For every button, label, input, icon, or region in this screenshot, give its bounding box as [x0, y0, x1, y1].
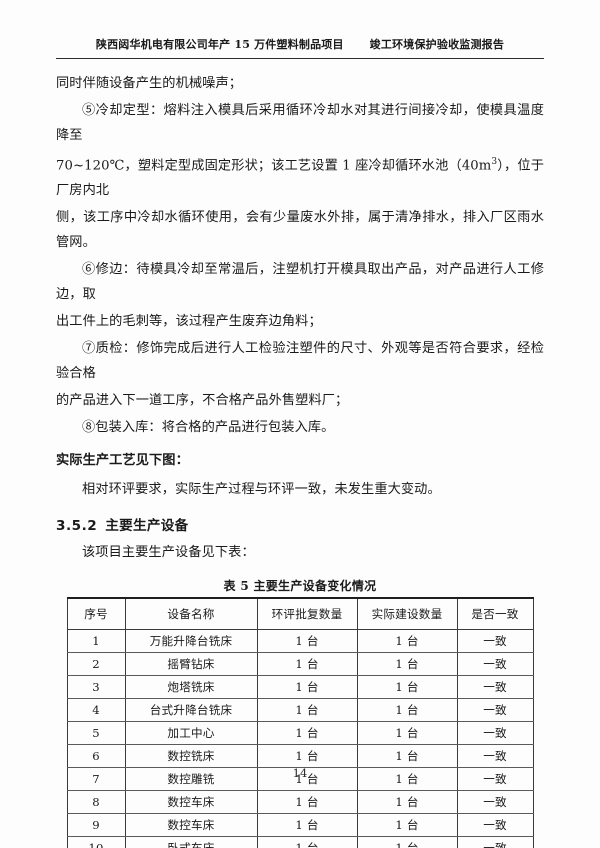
cell-consistent: 一致	[456, 721, 534, 746]
cell-built: 1 台	[356, 698, 458, 723]
cell-index: 1	[66, 629, 126, 654]
cell-name: 台式升降台铣床	[124, 698, 258, 723]
cell-consistent: 一致	[456, 744, 534, 769]
paragraph-qc-line1: ⑦质检：修饰完成后进行人工检验注塑件的尺寸、外观等是否符合要求，经检验合格	[56, 341, 544, 382]
cell-approved: 1 台	[256, 652, 358, 677]
cell-built: 1 台	[356, 767, 458, 792]
page-number: 14	[292, 766, 308, 780]
paragraph-cooling-line1: ⑤冷却定型：熔料注入模具后采用循环冷却水对其进行间接冷却，使模具温度降至	[56, 103, 544, 143]
paragraph-equipment-intro: 该项目主要生产设备见下表：	[82, 545, 255, 561]
section-title-3-5-2: 主要生产设备	[105, 518, 189, 535]
column-header-built: 实际建设数量	[356, 597, 458, 631]
cell-name: 数控雕铣	[124, 767, 258, 792]
cell-index: 6	[66, 744, 126, 769]
running-header: 陕西闼华机电有限公司年产 15 万件塑料制品项目 竣工环境保护验收监测报告	[56, 36, 544, 58]
cell-built: 1 台	[356, 652, 458, 677]
cell-consistent: 一致	[456, 629, 534, 654]
cell-approved: 1 台	[256, 744, 358, 769]
column-header-approved: 环评批复数量	[256, 597, 358, 631]
cell-built: 1 台	[356, 836, 458, 848]
paragraph-trim-line1: ⑥修边：待模具冷却至常温后，注塑机打开模具取出产品，对产品进行人工修边，取	[56, 262, 544, 303]
cell-consistent: 一致	[456, 790, 534, 815]
cell-name: 卧式车床	[124, 836, 258, 848]
table-header: 序号 设备名称 环评批复数量 实际建设数量 是否一致	[66, 597, 534, 631]
cell-approved: 1 台	[256, 767, 358, 792]
column-header-index: 序号	[66, 597, 126, 631]
cell-index: 8	[66, 790, 126, 815]
cell-approved: 1 台	[256, 675, 358, 700]
cell-approved: 1 台	[256, 629, 358, 654]
cell-approved: 1 台	[256, 698, 358, 723]
paragraph-qc-line2: 的产品进入下一道工序，不合格产品外售塑料厂；	[56, 393, 349, 409]
cell-name: 数控铣床	[124, 744, 258, 769]
cell-name: 数控车床	[124, 813, 258, 838]
cell-consistent: 一致	[456, 813, 534, 838]
cell-index: 9	[66, 813, 126, 838]
cell-name: 万能升降台铣床	[124, 629, 258, 654]
cooling-text-post: ），位于厂房内北	[56, 158, 544, 199]
cell-index: 10	[66, 836, 126, 848]
cell-built: 1 台	[356, 790, 458, 815]
cell-built: 1 台	[356, 813, 458, 838]
cell-consistent: 一致	[456, 698, 534, 723]
column-header-consistent: 是否一致	[456, 597, 534, 631]
running-header-right: 竣工环境保护验收监测报告	[369, 38, 505, 51]
cell-consistent: 一致	[456, 836, 534, 848]
cell-index: 5	[66, 721, 126, 746]
cell-name: 数控车床	[124, 790, 258, 815]
table-caption: 表 5 主要生产设备变化情况	[223, 579, 377, 594]
table-row: 10卧式车床1 台1 台一致	[66, 836, 534, 848]
section-number-3-5-2: 3.5.2	[56, 518, 98, 535]
column-header-name: 设备名称	[124, 597, 258, 631]
header-divider	[56, 58, 544, 59]
cubic-meter-superscript: 3	[491, 157, 498, 167]
cell-approved: 1 台	[256, 836, 358, 848]
cell-approved: 1 台	[256, 721, 358, 746]
paragraph-process-note: 相对环评要求，实际生产过程与环评一致，未发生重大变动。	[82, 482, 441, 498]
cell-built: 1 台	[356, 675, 458, 700]
paragraph-noise: 同时伴随设备产生的机械噪声；	[56, 76, 243, 91]
cell-name: 加工中心	[124, 721, 258, 746]
cooling-text-pre: 70~120℃，塑料定型成固定形状；该工艺设置 1 座冷却循环水池（40m	[56, 158, 492, 174]
table-header-row: 序号 设备名称 环评批复数量 实际建设数量 是否一致	[66, 597, 534, 631]
cell-approved: 1 台	[256, 790, 358, 815]
cell-name: 摇臂钻床	[124, 652, 258, 677]
cell-consistent: 一致	[456, 767, 534, 792]
cell-consistent: 一致	[456, 652, 534, 677]
subtitle-process-diagram: 实际生产工艺见下图：	[56, 453, 189, 469]
cell-index: 2	[66, 652, 126, 677]
cell-built: 1 台	[356, 744, 458, 769]
paragraph-packaging: ⑧包装入库：将合格的产品进行包装入库。	[82, 420, 335, 436]
cell-name: 炮塔铣床	[124, 675, 258, 700]
paragraph-cooling-line2: 70~120℃，塑料定型成固定形状；该工艺设置 1 座冷却循环水池（40m3），…	[56, 150, 544, 203]
section-heading-3-5-2: 3.5.2 主要生产设备	[56, 514, 544, 534]
cell-built: 1 台	[356, 721, 458, 746]
cell-index: 4	[66, 698, 126, 723]
paragraph-cooling-line3: 侧，该工序中冷却水循环使用，会有少量废水外排，属于清净排水，排入厂区雨水管网。	[56, 210, 544, 251]
running-header-left: 陕西闼华机电有限公司年产 15 万件塑料制品项目	[95, 38, 344, 51]
paragraph-trim-line2: 出工件上的毛刺等，该过程产生废弃边角料；	[56, 314, 322, 330]
cell-consistent: 一致	[456, 675, 534, 700]
cell-built: 1 台	[356, 629, 458, 654]
cell-index: 3	[66, 675, 126, 700]
cell-approved: 1 台	[256, 813, 358, 838]
